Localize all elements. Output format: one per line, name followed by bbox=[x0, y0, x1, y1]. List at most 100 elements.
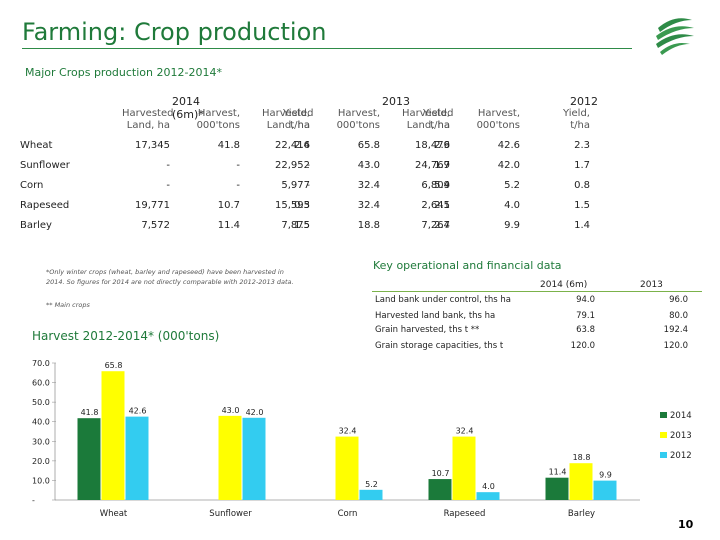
legend-swatch bbox=[660, 412, 667, 418]
table-cell: 18,476 bbox=[415, 140, 450, 151]
section-subtitle: Major Crops production 2012-2014* bbox=[25, 66, 222, 79]
table-cell: 18.8 bbox=[357, 220, 380, 231]
key-value-2013: 120.0 bbox=[663, 341, 688, 351]
column-header: Harvested Land, ha bbox=[402, 108, 453, 132]
column-header: Harvest, 000'tons bbox=[332, 108, 380, 132]
table-cell: 2.4 bbox=[294, 140, 310, 151]
column-header-line: Harvest, bbox=[337, 108, 380, 119]
table-cell: 1.5 bbox=[294, 220, 310, 231]
year-header: 2013 bbox=[382, 95, 410, 108]
table-cell: 2,645 bbox=[421, 200, 450, 211]
table-cell: 0.8 bbox=[574, 180, 590, 191]
chart-title: Harvest 2012-2014* (000'tons) bbox=[32, 329, 220, 343]
column-header: Yield, t/ha bbox=[402, 108, 450, 132]
table-cell: 11.4 bbox=[217, 220, 240, 231]
key-value-2014: 79.1 bbox=[576, 311, 595, 321]
bar-2014 bbox=[428, 479, 452, 500]
y-tick-label: 60.0 bbox=[32, 379, 50, 388]
row-label: Sunflower bbox=[20, 160, 70, 171]
table-cell: 32.4 bbox=[357, 180, 380, 191]
column-header-line: 000'tons bbox=[476, 120, 520, 131]
key-value-2014: 63.8 bbox=[576, 325, 595, 335]
data-label: 18.8 bbox=[573, 453, 591, 462]
table-cell: 19,771 bbox=[135, 200, 170, 211]
table-cell: 2.3 bbox=[574, 140, 590, 151]
footnote-2: 2014. So figures for 2014 are not direct… bbox=[46, 278, 294, 286]
column-header-line: Harvested bbox=[122, 108, 174, 119]
table-cell: 42.0 bbox=[497, 160, 520, 171]
bar-2012 bbox=[476, 492, 500, 500]
table-cell: 7,572 bbox=[141, 220, 170, 231]
legend-label: 2014 bbox=[670, 411, 692, 421]
row-label: Rapeseed bbox=[20, 200, 70, 211]
y-tick-label: 70.0 bbox=[32, 359, 50, 368]
table-cell: 2.9 bbox=[434, 140, 450, 151]
y-tick-label: - bbox=[32, 496, 35, 505]
x-category-label: Barley bbox=[568, 509, 595, 519]
key-value-2013: 80.0 bbox=[669, 311, 688, 321]
table-cell: 10.7 bbox=[217, 200, 240, 211]
data-label: 11.4 bbox=[549, 468, 567, 477]
data-label: 42.6 bbox=[129, 407, 147, 416]
column-header: Harvested Land, ha bbox=[122, 108, 174, 132]
bar-2013 bbox=[452, 436, 476, 500]
column-header-line: Yield, bbox=[563, 108, 590, 119]
column-header-line: Land, ha bbox=[406, 120, 450, 131]
column-header-line: Harvested bbox=[262, 108, 314, 119]
table-cell: 41.8 bbox=[217, 140, 240, 151]
legend-label: 2013 bbox=[670, 431, 692, 441]
x-category-label: Rapeseed bbox=[444, 509, 486, 519]
column-header: Harvest, 000'tons bbox=[472, 108, 520, 132]
column-header-line: Yield, bbox=[283, 108, 310, 119]
data-label: 41.8 bbox=[81, 408, 99, 417]
company-logo bbox=[656, 18, 694, 55]
harvest-chart: - 10.0 20.0 30.0 40.0 50.0 60.0 70.0 Wheat 41.8 65… bbox=[32, 359, 692, 519]
key-value-2014: 94.0 bbox=[576, 295, 595, 305]
key-header-2014: 2014 (6m) bbox=[540, 280, 588, 290]
year-header: 2014 (6m)* bbox=[172, 95, 204, 121]
column-header-line: t/ha bbox=[290, 120, 310, 131]
key-row-label: Grain harvested, ths t ** bbox=[375, 325, 480, 335]
footnote-1: *Only winter crops (wheat, barley and ra… bbox=[46, 268, 284, 276]
table-cell: 6,809 bbox=[421, 180, 450, 191]
data-label: 43.0 bbox=[222, 406, 240, 415]
data-label: 10.7 bbox=[432, 469, 450, 478]
table-cell: 43.0 bbox=[357, 160, 380, 171]
column-header: Yield, t/ha bbox=[542, 108, 590, 132]
table-cell: 2.1 bbox=[434, 200, 450, 211]
table-cell: 0.5 bbox=[294, 200, 310, 211]
table-cell: 17,345 bbox=[135, 140, 170, 151]
data-label: 65.8 bbox=[105, 361, 123, 370]
table-cell: 4.0 bbox=[504, 200, 520, 211]
table-cell: - bbox=[166, 160, 170, 171]
column-header-line: t/ha bbox=[430, 120, 450, 131]
logo-leaf-4 bbox=[660, 43, 690, 55]
column-header-line: t/ha bbox=[570, 120, 590, 131]
legend-swatch bbox=[660, 452, 667, 458]
logo-leaf-3 bbox=[656, 34, 694, 48]
table-cell: 2.4 bbox=[434, 220, 450, 231]
data-label: 32.4 bbox=[456, 427, 474, 436]
column-header-line: 000'tons bbox=[196, 120, 240, 131]
table-cell: 7,875 bbox=[281, 220, 310, 231]
row-label: Wheat bbox=[20, 140, 53, 151]
row-label: Corn bbox=[20, 180, 44, 191]
column-header-line: Yield, bbox=[423, 108, 450, 119]
data-label: 42.0 bbox=[246, 408, 264, 417]
bar-2012 bbox=[242, 417, 266, 500]
data-label: 5.2 bbox=[365, 480, 378, 489]
data-label: 32.4 bbox=[339, 427, 357, 436]
key-header-2013: 2013 bbox=[640, 280, 663, 290]
page-title: Farming: Crop production bbox=[22, 18, 327, 46]
table-cell: 1.9 bbox=[434, 160, 450, 171]
page-number: 10 bbox=[678, 518, 694, 531]
footnote-3: ** Main crops bbox=[46, 301, 90, 309]
table-cell: 32.4 bbox=[357, 200, 380, 211]
bar-2013 bbox=[569, 463, 593, 500]
table-cell: 42.6 bbox=[497, 140, 520, 151]
table-cell: 9.9 bbox=[504, 220, 520, 231]
key-data-divider bbox=[372, 291, 702, 292]
table-cell: - bbox=[306, 160, 310, 171]
column-header: Yield, t/ha bbox=[262, 108, 310, 132]
table-cell: - bbox=[236, 160, 240, 171]
